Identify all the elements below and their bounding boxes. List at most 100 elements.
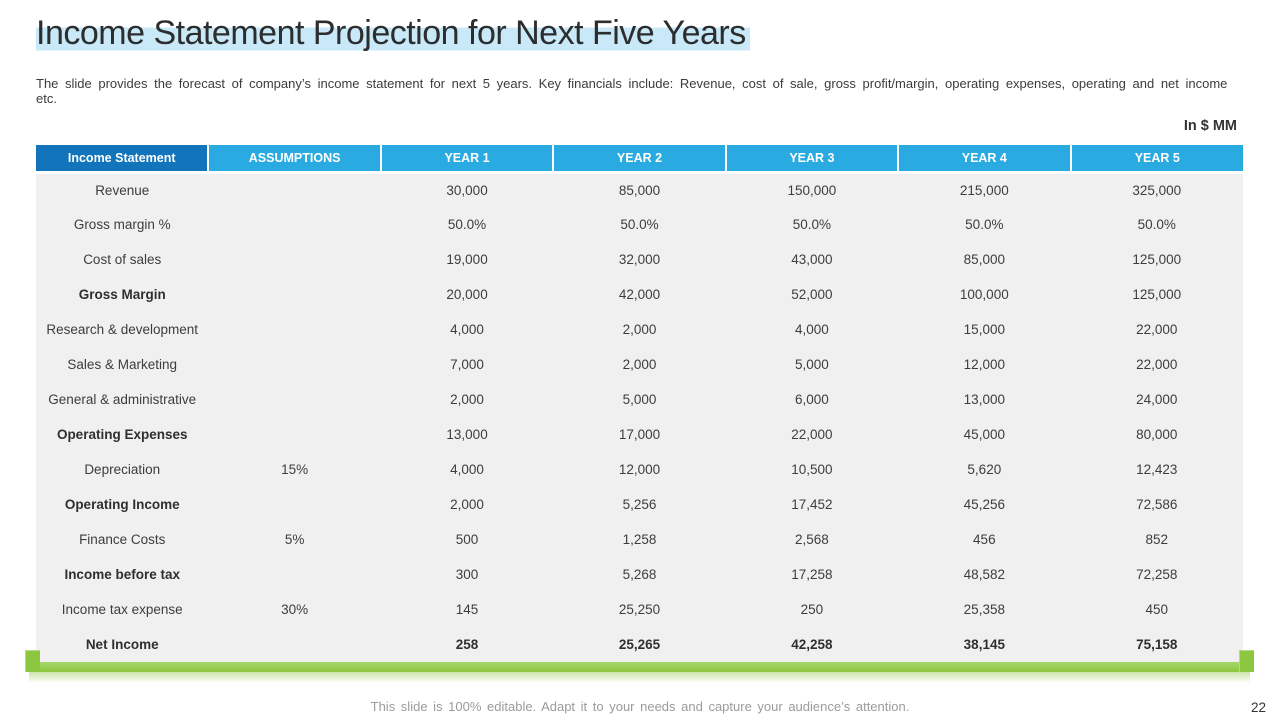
value-cell: 24,000 [1070, 382, 1243, 417]
row-label: General & administrative [36, 382, 209, 417]
value-cell: 17,000 [553, 417, 726, 452]
value-cell: 5,000 [725, 347, 899, 382]
column-header-year-1: YEAR 1 [380, 145, 555, 174]
value-cell: 50.0% [898, 207, 1071, 242]
value-cell: 25,250 [553, 592, 726, 627]
value-cell: 85,000 [553, 172, 726, 207]
row-label: Research & development [36, 312, 209, 347]
value-cell: 72,258 [1070, 557, 1243, 592]
value-cell: 325,000 [1070, 172, 1243, 207]
table-row: Income before tax 300 5,268 17,258 48,582 72,… [36, 557, 1243, 592]
assumption-cell [208, 382, 381, 417]
value-cell: 6,000 [725, 382, 899, 417]
value-cell: 150,000 [725, 172, 899, 207]
value-cell: 1,258 [553, 522, 726, 557]
row-label: Gross margin % [36, 207, 209, 242]
green-ribbon [25, 650, 1254, 683]
value-cell: 500 [380, 522, 554, 557]
value-cell: 42,258 [725, 627, 899, 662]
ribbon-right-nub [1239, 650, 1254, 672]
row-label: Income tax expense [36, 592, 209, 627]
value-cell: 22,000 [725, 417, 899, 452]
column-header-year-3: YEAR 3 [725, 145, 900, 174]
value-cell: 80,000 [1070, 417, 1243, 452]
assumption-cell [208, 207, 381, 242]
row-label: Net Income [36, 627, 209, 662]
value-cell: 4,000 [380, 312, 554, 347]
value-cell: 75,158 [1070, 627, 1243, 662]
value-cell: 30,000 [380, 172, 554, 207]
value-cell: 2,568 [725, 522, 899, 557]
value-cell: 258 [380, 627, 554, 662]
value-cell: 125,000 [1070, 242, 1243, 277]
assumption-cell [208, 277, 381, 312]
value-cell: 5,620 [898, 452, 1071, 487]
table-row: Income tax expense 30% 145 25,250 250 25,358 4… [36, 592, 1243, 627]
assumption-cell [208, 627, 381, 662]
column-header-income-statement: Income Statement [36, 145, 210, 174]
value-cell: 12,000 [553, 452, 726, 487]
value-cell: 4,000 [725, 312, 899, 347]
value-cell: 19,000 [380, 242, 554, 277]
footer-note: This slide is 100% editable. Adapt it to… [370, 699, 910, 714]
value-cell: 125,000 [1070, 277, 1243, 312]
page-title: Income Statement Projection for Next Fiv… [36, 14, 750, 53]
value-cell: 25,358 [898, 592, 1071, 627]
value-cell: 2,000 [553, 312, 726, 347]
value-cell: 43,000 [725, 242, 899, 277]
value-cell: 22,000 [1070, 347, 1243, 382]
value-cell: 250 [725, 592, 899, 627]
table-row: Operating Expenses 13,000 17,000 22,000 45,0… [36, 417, 1243, 452]
table-row: Gross Margin 20,000 42,000 52,000 100,000 125… [36, 277, 1243, 312]
table-row: Cost of sales 19,000 32,000 43,000 85,000 125… [36, 242, 1243, 277]
value-cell: 38,145 [898, 627, 1071, 662]
column-header-year-5: YEAR 5 [1070, 145, 1243, 174]
assumption-cell [208, 312, 381, 347]
value-cell: 5,268 [553, 557, 726, 592]
value-cell: 85,000 [898, 242, 1071, 277]
row-label: Gross Margin [36, 277, 209, 312]
row-label: Operating Income [36, 487, 209, 522]
column-header-year-2: YEAR 2 [553, 145, 727, 174]
value-cell: 145 [380, 592, 554, 627]
value-cell: 2,000 [380, 382, 554, 417]
value-cell: 100,000 [898, 277, 1071, 312]
value-cell: 852 [1070, 522, 1243, 557]
column-header-assumptions: ASSUMPTIONS [208, 145, 382, 174]
table-row: Sales & Marketing 7,000 2,000 5,000 12,000 22… [36, 347, 1243, 382]
value-cell: 45,000 [898, 417, 1071, 452]
table-row: Operating Income 2,000 5,256 17,452 45,256 72… [36, 487, 1243, 522]
value-cell: 2,000 [380, 487, 554, 522]
page-number: 22 [1250, 700, 1266, 715]
table-row: Net Income 258 25,265 42,258 38,145 75,158 [36, 627, 1243, 662]
assumption-cell [208, 487, 381, 522]
value-cell: 22,000 [1070, 312, 1243, 347]
value-cell: 20,000 [380, 277, 554, 312]
value-cell: 4,000 [380, 452, 554, 487]
title-highlight: Income Statement Projection for Next Fiv… [36, 14, 750, 52]
value-cell: 42,000 [553, 277, 726, 312]
value-cell: 13,000 [898, 382, 1071, 417]
assumption-cell [208, 417, 381, 452]
value-cell: 12,000 [898, 347, 1071, 382]
value-cell: 52,000 [725, 277, 899, 312]
value-cell: 15,000 [898, 312, 1071, 347]
row-label: Depreciation [36, 452, 209, 487]
value-cell: 32,000 [553, 242, 726, 277]
value-cell: 50.0% [553, 207, 726, 242]
table-row: Revenue 30,000 85,000 150,000 215,000 325,000 [36, 172, 1243, 207]
value-cell: 13,000 [380, 417, 554, 452]
value-cell: 17,452 [725, 487, 899, 522]
table-row: General & administrative 2,000 5,000 6,000 1… [36, 382, 1243, 417]
assumption-cell: 5% [208, 522, 381, 557]
assumption-cell [208, 557, 381, 592]
row-label: Cost of sales [36, 242, 209, 277]
assumption-cell [208, 242, 381, 277]
ribbon-left-nub [25, 650, 40, 672]
slide-subtitle: The slide provides the forecast of compa… [36, 76, 1228, 106]
